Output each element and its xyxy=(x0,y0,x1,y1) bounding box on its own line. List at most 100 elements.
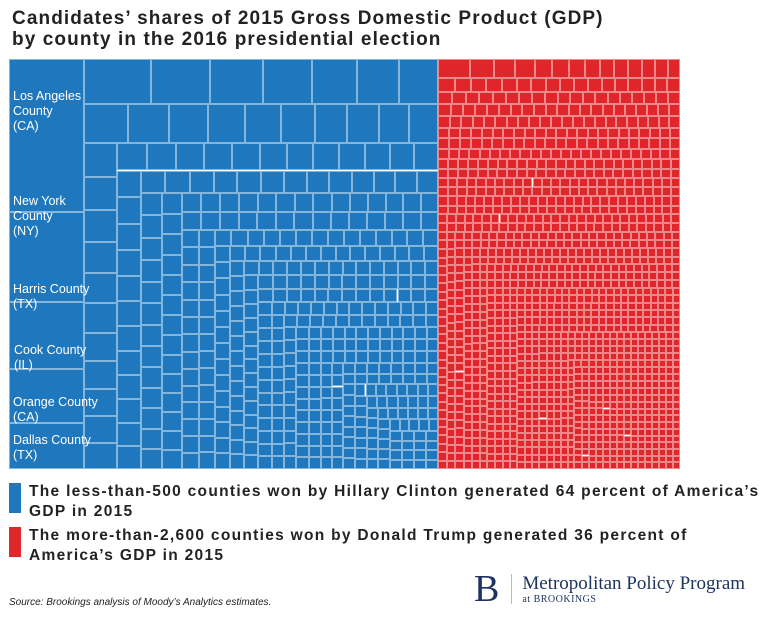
trump-county-tile xyxy=(556,280,565,288)
trump-county-tile xyxy=(486,77,502,92)
trump-county-tile xyxy=(659,138,670,149)
trump-county-tile xyxy=(554,317,562,325)
trump-county-tile xyxy=(532,287,540,296)
trump-county-tile xyxy=(652,388,660,396)
clinton-county-tile xyxy=(140,215,162,238)
trump-county-tile xyxy=(560,404,568,412)
trump-county-tile xyxy=(553,404,561,412)
trump-county-tile xyxy=(479,351,488,360)
trump-county-tile xyxy=(595,272,604,281)
trump-county-tile xyxy=(649,264,657,273)
clinton-county-tile xyxy=(181,368,199,386)
trump-county-tile xyxy=(438,351,447,360)
clinton-county-tile xyxy=(379,351,392,363)
trump-county-tile xyxy=(602,353,610,361)
trump-county-tile xyxy=(588,338,596,347)
trump-county-tile xyxy=(610,428,618,436)
trump-county-tile xyxy=(598,287,607,296)
trump-county-tile xyxy=(479,390,488,399)
clinton-county-tile xyxy=(244,373,259,388)
trump-county-tile xyxy=(517,404,525,412)
trump-county-tile xyxy=(644,374,652,382)
trump-county-tile xyxy=(471,327,480,336)
trump-county-tile xyxy=(454,77,471,92)
trump-county-tile xyxy=(479,327,488,336)
trump-county-tile xyxy=(446,281,456,290)
clinton-county-tile xyxy=(290,245,306,261)
trump-county-tile xyxy=(591,302,599,311)
trump-county-tile xyxy=(661,187,671,197)
trump-county-tile xyxy=(524,295,533,303)
trump-county-tile xyxy=(588,346,596,354)
trump-county-tile xyxy=(615,77,629,92)
trump-county-tile xyxy=(591,310,599,318)
clinton-county-tile xyxy=(308,339,321,352)
trump-county-tile xyxy=(572,264,581,273)
clinton-county-tile xyxy=(229,439,245,455)
trump-county-tile xyxy=(438,283,447,292)
trump-county-tile xyxy=(569,324,577,332)
trump-county-tile xyxy=(661,178,671,188)
clinton-county-tile xyxy=(423,245,439,261)
trump-county-tile xyxy=(502,355,510,364)
trump-county-tile xyxy=(600,256,609,265)
clinton-county-tile xyxy=(181,452,199,469)
trump-county-tile xyxy=(544,256,553,265)
trump-county-tile xyxy=(590,148,601,159)
trump-county-tile xyxy=(539,367,547,376)
clinton-county-tile xyxy=(198,368,215,386)
trump-county-tile xyxy=(494,438,503,447)
trump-county-tile xyxy=(494,453,503,462)
trump-county-tile xyxy=(517,116,529,128)
trump-county-tile xyxy=(555,138,567,149)
clinton-county-tile xyxy=(414,362,427,374)
trump-county-tile xyxy=(650,310,658,318)
trump-county-tile xyxy=(546,404,554,412)
trump-county-tile xyxy=(438,300,447,309)
trump-county-tile xyxy=(446,428,456,437)
clinton-county-tile xyxy=(308,410,321,423)
trump-county-tile xyxy=(516,168,527,178)
trump-county-tile xyxy=(539,396,547,405)
clinton-county-tile xyxy=(378,407,389,420)
clinton-county-tile xyxy=(140,448,162,469)
trump-county-tile xyxy=(652,187,662,197)
clinton-county-tile xyxy=(355,384,366,396)
trump-county-tile xyxy=(673,374,680,382)
trump-county-tile xyxy=(624,248,633,257)
trump-county-tile xyxy=(632,256,641,265)
trump-county-tile xyxy=(448,168,459,178)
trump-county-tile xyxy=(588,394,597,402)
trump-county-tile xyxy=(574,367,582,375)
clinton-county-tile xyxy=(378,459,391,469)
clinton-county-tile xyxy=(116,375,141,400)
trump-county-tile xyxy=(673,442,680,449)
trump-county-tile xyxy=(588,388,597,395)
trump-county-tile xyxy=(672,310,680,318)
trump-county-tile xyxy=(657,302,666,311)
trump-county-tile xyxy=(504,187,514,197)
clinton-county-tile xyxy=(312,229,329,246)
clinton-county-tile xyxy=(364,143,390,171)
trump-county-tile xyxy=(584,310,592,318)
trump-county-tile xyxy=(502,378,510,387)
trump-county-tile xyxy=(517,302,525,311)
trump-county-tile xyxy=(673,381,680,389)
trump-county-tile xyxy=(576,287,585,296)
trump-county-tile xyxy=(631,388,639,396)
trump-county-tile xyxy=(438,91,453,105)
trump-county-tile xyxy=(532,302,540,311)
trump-county-tile xyxy=(652,401,660,409)
clinton-county-tile xyxy=(286,288,301,302)
trump-county-tile xyxy=(651,353,659,361)
trump-county-tile xyxy=(644,338,652,347)
trump-county-tile xyxy=(540,116,552,128)
trump-county-tile xyxy=(463,382,472,391)
clinton-county-tile xyxy=(271,418,285,431)
clinton-county-tile xyxy=(331,212,350,230)
trump-county-tile xyxy=(645,422,653,429)
trump-county-tile xyxy=(495,116,507,128)
trump-county-tile xyxy=(465,91,480,105)
trump-county-tile xyxy=(655,231,664,241)
trump-county-tile xyxy=(666,388,673,396)
